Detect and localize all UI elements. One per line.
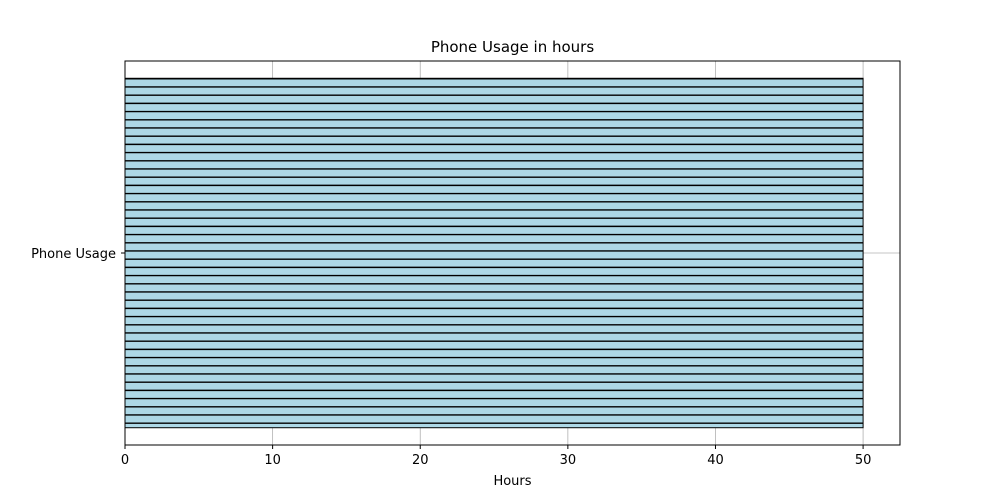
x-axis-label: Hours	[493, 474, 531, 489]
x-tick-label: 40	[707, 453, 724, 468]
x-tick-label: 50	[855, 453, 872, 468]
x-tick-label: 20	[412, 453, 429, 468]
y-axis-ticks: Phone Usage	[31, 247, 125, 262]
bar-fill	[125, 78, 864, 428]
bar	[125, 77, 864, 429]
bars	[125, 77, 864, 429]
x-tick-label: 0	[121, 453, 129, 468]
y-tick-label: Phone Usage	[31, 247, 116, 262]
bar-edge	[125, 77, 864, 429]
x-tick-label: 30	[560, 453, 577, 468]
chart-title: Phone Usage in hours	[431, 38, 595, 56]
x-axis-ticks: 0 10 20 30 40 50	[121, 445, 872, 468]
x-tick-label: 10	[264, 453, 281, 468]
